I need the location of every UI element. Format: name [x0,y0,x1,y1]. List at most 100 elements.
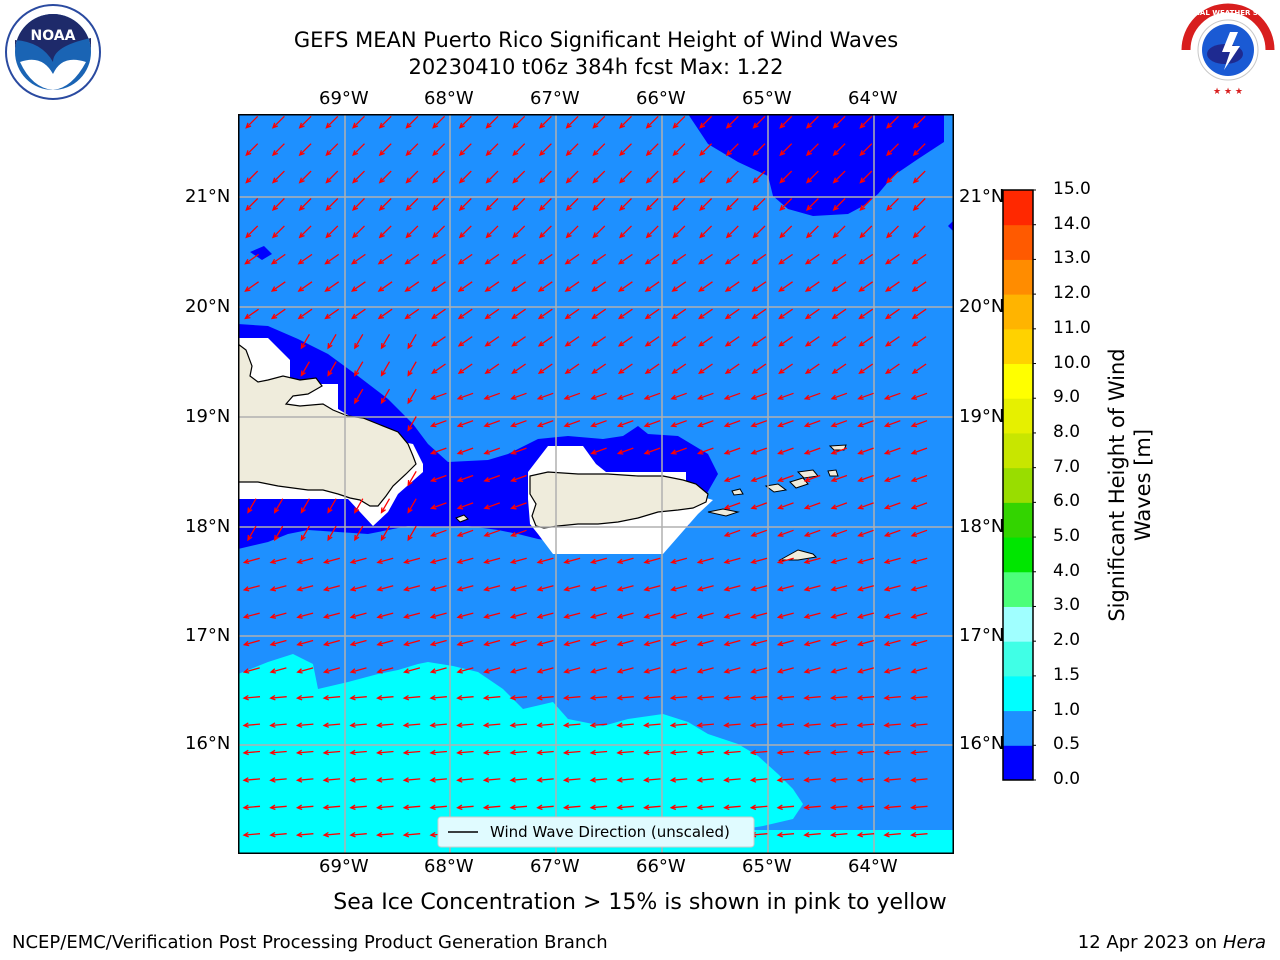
wave-direction-arrow [377,253,393,265]
wave-direction-arrow [643,639,661,647]
wave-direction-arrow [458,225,472,239]
wave-direction-arrow [271,170,285,184]
wave-direction-arrow [590,392,607,400]
wave-direction-arrow [803,612,821,619]
wave-direction-arrow [562,777,581,783]
colorbar-bin-12.0-13.0 [1003,259,1033,295]
wave-direction-arrow [405,170,419,184]
wave-direction-arrow [483,420,501,428]
wave-direction-arrow [536,777,554,783]
wave-direction-arrow [512,198,526,211]
wave-direction-arrow [296,612,314,619]
wave-direction-arrow [402,777,421,783]
wave-direction-arrow [376,804,394,811]
wave-direction-arrow [883,447,901,455]
wave-direction-arrow [723,557,741,565]
wave-direction-arrow [456,804,474,811]
wave-direction-arrow [271,115,285,129]
colorbar-bin-10.0-11.0 [1003,328,1033,365]
wave-direction-arrow [562,722,581,728]
wave-direction-arrow [512,225,526,239]
wave-direction-arrow [565,115,579,129]
wave-direction-arrow [911,253,927,265]
wave-direction-arrow [327,525,337,542]
wave-direction-arrow [429,529,447,537]
wave-direction-arrow [829,722,848,728]
colorbar-tick-label: 12.0 [1053,283,1091,304]
wave-direction-arrow [910,749,928,756]
wave-direction-arrow [456,557,474,565]
wave-direction-arrow [750,392,768,400]
wave-direction-arrow [242,777,261,783]
wave-direction-arrow [456,392,474,400]
footer-right: 12 Apr 2023 on Hera [1077,932,1266,953]
wave-direction-arrow [778,363,793,375]
wave-direction-arrow [407,361,417,377]
wave-direction-arrow [751,308,767,320]
wave-direction-arrow [295,749,314,756]
wave-direction-arrow [376,749,394,756]
wave-direction-arrow [592,143,606,157]
wave-direction-arrow [750,474,768,483]
wave-direction-arrow [322,612,340,619]
wave-direction-arrow [536,804,554,811]
wave-direction-arrow [378,225,392,239]
wave-direction-arrow [910,585,928,592]
wave-direction-arrow [564,308,580,320]
wave-direction-arrow [352,170,365,184]
wave-direction-arrow [269,667,287,674]
wave-direction-arrow [245,170,259,184]
wave-direction-arrow [831,336,847,347]
wave-direction-arrow [884,336,900,347]
wave-direction-arrow [696,777,714,783]
wave-direction-arrow [779,225,793,239]
wave-direction-arrow [643,420,661,428]
wave-direction-arrow [484,363,500,375]
wave-direction-arrow [483,585,501,592]
wave-direction-arrow [883,529,901,537]
wave-direction-arrow [376,722,394,728]
wave-direction-arrow [616,392,634,400]
wave-direction-arrow [349,749,367,756]
wave-direction-arrow [644,363,660,375]
wave-direction-arrow [749,777,768,783]
wave-direction-arrow [698,336,713,347]
wave-direction-arrow [752,143,766,157]
wave-direction-arrow [300,498,310,514]
wave-direction-arrow [856,667,874,674]
wave-direction-arrow [431,253,446,265]
wave-direction-arrow [803,474,821,483]
wave-direction-arrow [857,392,874,400]
wave-direction-arrow [537,253,553,265]
wave-direction-arrow [322,831,341,838]
wave-direction-arrow [456,612,474,619]
wave-direction-arrow [645,198,659,211]
wave-direction-arrow [483,447,501,455]
colorbar-bin-3.0-4.0 [1003,571,1033,607]
legend: Wind Wave Direction (unscaled) [437,816,755,848]
wave-direction-arrow [829,777,848,783]
wave-direction-arrow [322,639,340,647]
wave-direction-arrow [510,474,527,483]
wave-direction-arrow [511,308,526,320]
wave-direction-arrow [563,585,581,592]
lat-label-right-20: 20°N [959,296,1005,317]
wave-direction-arrow [803,804,821,811]
wave-direction-arrow [616,585,634,592]
wave-direction-arrow [295,722,314,728]
wave-direction-arrow [512,115,526,129]
wave-direction-arrow [644,336,660,347]
wave-direction-arrow [562,804,581,811]
wave-direction-arrow [778,308,793,320]
wave-direction-arrow [592,115,606,129]
wave-direction-arrow [724,253,740,265]
wave-direction-arrow [858,308,874,320]
wave-direction-arrow [883,557,901,565]
wave-direction-arrow [832,198,846,211]
wave-direction-arrow [485,115,499,129]
wave-direction-arrow [242,804,261,811]
wave-direction-arrow [273,498,284,514]
wave-direction-arrow [325,198,339,211]
wave-direction-arrow [672,143,686,157]
wave-direction-arrow [591,253,607,265]
